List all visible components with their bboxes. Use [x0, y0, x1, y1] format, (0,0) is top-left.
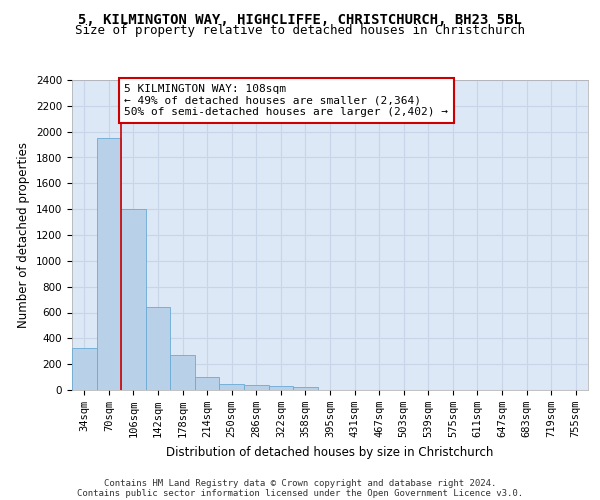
- Bar: [195, 377, 220, 390]
- Bar: [146, 306, 170, 390]
- Bar: [220, 384, 244, 390]
- Bar: [72, 348, 97, 390]
- Text: Contains public sector information licensed under the Open Government Licence v3: Contains public sector information licen…: [77, 488, 523, 498]
- Bar: [269, 386, 293, 390]
- Text: Size of property relative to detached houses in Christchurch: Size of property relative to detached ho…: [75, 24, 525, 37]
- Bar: [170, 355, 195, 390]
- Bar: [97, 138, 121, 390]
- Text: Contains HM Land Registry data © Crown copyright and database right 2024.: Contains HM Land Registry data © Crown c…: [104, 478, 496, 488]
- X-axis label: Distribution of detached houses by size in Christchurch: Distribution of detached houses by size …: [166, 446, 494, 458]
- Bar: [244, 384, 269, 390]
- Bar: [121, 209, 146, 390]
- Y-axis label: Number of detached properties: Number of detached properties: [17, 142, 31, 328]
- Text: 5 KILMINGTON WAY: 108sqm
← 49% of detached houses are smaller (2,364)
50% of sem: 5 KILMINGTON WAY: 108sqm ← 49% of detach…: [124, 84, 448, 117]
- Text: 5, KILMINGTON WAY, HIGHCLIFFE, CHRISTCHURCH, BH23 5BL: 5, KILMINGTON WAY, HIGHCLIFFE, CHRISTCHU…: [78, 12, 522, 26]
- Bar: [293, 387, 318, 390]
